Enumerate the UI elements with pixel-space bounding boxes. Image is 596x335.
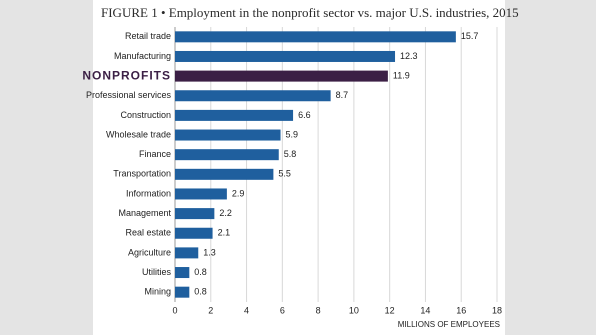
y-tick-label: Management: [118, 208, 171, 218]
y-tick-label: Wholesale trade: [106, 129, 171, 139]
x-tick-label: 12: [385, 305, 395, 315]
x-tick-label: 6: [280, 305, 285, 315]
value-label: 2.2: [219, 208, 232, 218]
value-label: 5.9: [286, 129, 299, 139]
bar: [175, 70, 388, 82]
value-label: 2.1: [218, 228, 231, 238]
y-tick-label: Mining: [144, 287, 171, 297]
x-tick-label: 16: [456, 305, 466, 315]
bar: [175, 286, 190, 298]
y-tick-label: Professional services: [86, 90, 172, 100]
value-label: 0.8: [194, 287, 207, 297]
bar: [175, 267, 190, 279]
value-label: 1.3: [203, 247, 216, 257]
x-tick-label: 14: [420, 305, 430, 315]
y-tick-label: NONPROFITS: [82, 68, 171, 82]
y-tick-label: Transportation: [113, 169, 171, 179]
x-tick-label: 18: [492, 305, 502, 315]
bar: [175, 149, 279, 161]
value-label: 15.7: [461, 31, 479, 41]
x-tick-label: 2: [208, 305, 213, 315]
bar: [175, 247, 199, 259]
bar: [175, 31, 456, 43]
value-label: 0.8: [194, 267, 207, 277]
x-tick-label: 8: [316, 305, 321, 315]
value-label: 6.6: [298, 110, 311, 120]
y-tick-label: Retail trade: [125, 31, 171, 41]
bar: [175, 188, 227, 200]
value-label: 11.9: [393, 70, 410, 80]
bar: [175, 50, 396, 62]
x-axis-label: MILLIONS OF EMPLOYEES: [398, 320, 500, 329]
bar: [175, 129, 281, 141]
value-label: 2.9: [232, 188, 245, 198]
value-label: 5.8: [284, 149, 297, 159]
bar: [175, 90, 331, 102]
y-tick-label: Utilities: [142, 267, 172, 277]
bar: [175, 168, 274, 180]
y-tick-label: Information: [126, 188, 171, 198]
x-tick-label: 4: [244, 305, 249, 315]
x-tick-label: 10: [349, 305, 359, 315]
y-tick-label: Manufacturing: [114, 51, 171, 61]
bar: [175, 109, 294, 121]
bar: [175, 227, 213, 239]
y-tick-label: Agriculture: [128, 247, 171, 257]
value-label: 5.5: [278, 169, 291, 179]
y-tick-label: Construction: [120, 110, 171, 120]
value-label: 12.3: [400, 51, 418, 61]
y-tick-label: Finance: [139, 149, 171, 159]
bar: [175, 208, 215, 220]
chart-title: FIGURE 1 • Employment in the nonprofit s…: [101, 5, 519, 20]
x-tick-label: 0: [172, 305, 177, 315]
y-tick-label: Real estate: [125, 228, 171, 238]
value-label: 8.7: [336, 90, 349, 100]
